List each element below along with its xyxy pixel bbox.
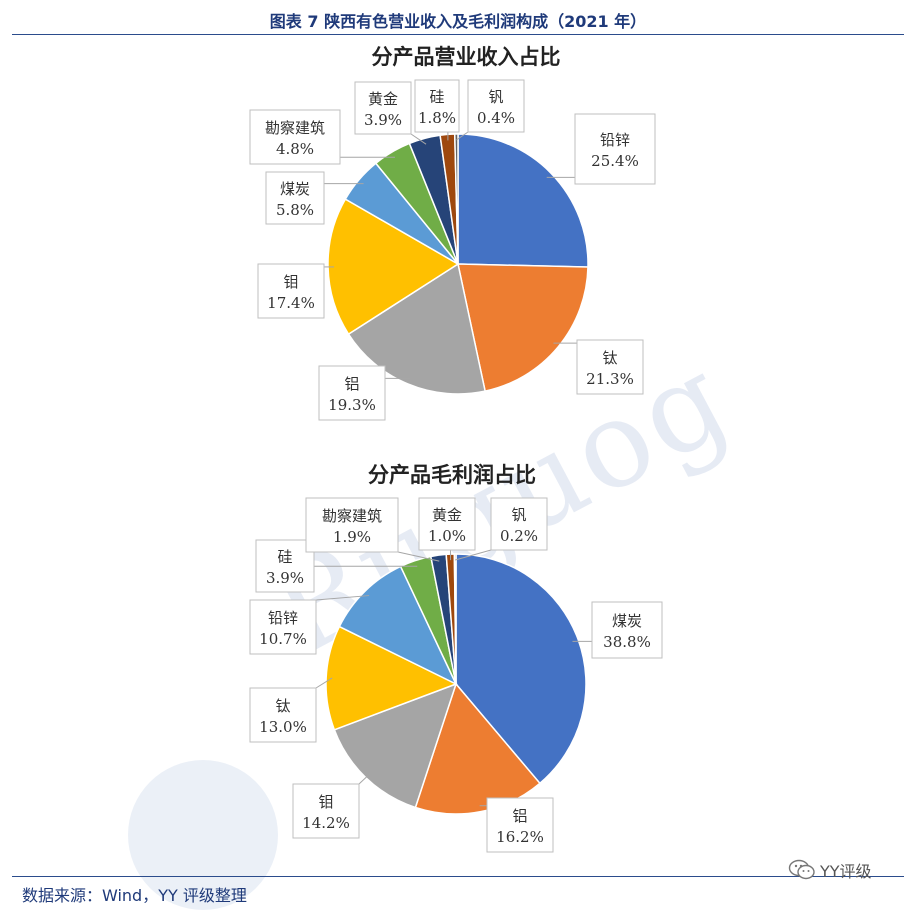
data-label-value: 19.3% bbox=[328, 396, 376, 414]
leader-line bbox=[456, 131, 469, 141]
data-label-value: 14.2% bbox=[302, 814, 350, 832]
data-label-category: 煤炭 bbox=[612, 612, 642, 630]
data-label-value: 3.9% bbox=[364, 111, 402, 129]
leader-line bbox=[315, 595, 370, 601]
data-label-value: 1.8% bbox=[418, 109, 456, 127]
data-label-value: 13.0% bbox=[259, 718, 307, 736]
data-label-category: 硅 bbox=[429, 88, 444, 106]
top-rule bbox=[12, 34, 904, 35]
data-label-box bbox=[265, 171, 325, 225]
wechat-icon bbox=[788, 859, 815, 880]
bottom-rule bbox=[12, 876, 904, 877]
data-label-box bbox=[414, 79, 460, 133]
data-label-category: 钼 bbox=[283, 273, 298, 291]
data-label-value: 38.8% bbox=[603, 633, 651, 651]
leader-line bbox=[315, 677, 333, 689]
data-label-box bbox=[249, 109, 341, 165]
pie-slice-铅锌 bbox=[457, 133, 589, 268]
data-label-box bbox=[486, 797, 554, 853]
data-label-category: 钛 bbox=[275, 697, 290, 715]
data-label-value: 4.8% bbox=[276, 140, 314, 158]
data-label-value: 5.8% bbox=[276, 201, 314, 219]
data-label-value: 17.4% bbox=[267, 294, 315, 312]
watermark-avatar-icon bbox=[128, 760, 278, 910]
data-label-box bbox=[257, 263, 325, 319]
data-label-category: 勘察建筑 bbox=[322, 507, 382, 525]
revenue-chart-title: 分产品营业收入占比 bbox=[372, 44, 561, 69]
pie-slice-铝 bbox=[347, 262, 487, 395]
data-label-category: 钒 bbox=[511, 506, 526, 524]
data-label-category: 勘察建筑 bbox=[265, 119, 325, 137]
data-label-category: 黄金 bbox=[368, 90, 398, 108]
data-label-value: 1.0% bbox=[428, 527, 466, 545]
data-label-category: 硅 bbox=[277, 548, 292, 566]
data-label-box bbox=[354, 81, 412, 135]
data-label-value: 10.7% bbox=[259, 630, 307, 648]
data-label-box bbox=[576, 339, 644, 395]
data-label-box bbox=[255, 539, 315, 593]
data-label-box bbox=[249, 687, 317, 743]
pie-slice-铝 bbox=[414, 682, 541, 815]
pie-slice-煤炭 bbox=[455, 553, 587, 785]
leader-line bbox=[358, 773, 371, 785]
data-label-category: 黄金 bbox=[432, 506, 462, 524]
data-label-category: 铝 bbox=[344, 375, 359, 393]
source-note: 数据来源：Wind，YY 评级整理 bbox=[22, 886, 247, 905]
leader-line bbox=[410, 133, 427, 145]
data-label-category: 钛 bbox=[602, 349, 617, 367]
wechat-account-name: YY评级 bbox=[820, 862, 872, 881]
data-label-category: 铅锌 bbox=[600, 131, 630, 149]
data-label-box bbox=[591, 601, 663, 659]
revenue-pie-chart: 分产品营业收入占比 铅锌 25.4% 钛 21.3% 铝 19.3% 钼 17.4% 煤炭 5.8… bbox=[249, 44, 656, 421]
data-label-value: 0.2% bbox=[500, 527, 538, 545]
data-label-box bbox=[292, 783, 360, 839]
data-label-box bbox=[305, 497, 399, 553]
data-label-box bbox=[490, 497, 548, 551]
pie-slice-钒 bbox=[453, 553, 457, 685]
data-label-category: 钼 bbox=[318, 793, 333, 811]
data-label-box bbox=[318, 365, 386, 421]
data-label-box bbox=[574, 113, 656, 185]
data-label-box bbox=[418, 497, 476, 551]
wechat-watermark: YY评级 bbox=[788, 858, 872, 882]
data-label-box bbox=[249, 599, 317, 655]
profit-pie-chart: 分产品毛利润占比 煤炭 38.8% 铝 16.2% 钼 14.2% 钛 13.0% 铅锌 10.7… bbox=[249, 462, 663, 853]
data-label-value: 3.9% bbox=[266, 569, 304, 587]
pie-slice-钛 bbox=[457, 263, 589, 393]
data-label-category: 铅锌 bbox=[268, 609, 298, 627]
data-label-value: 21.3% bbox=[586, 370, 634, 388]
pie-slice-钛 bbox=[325, 625, 458, 731]
data-label-value: 25.4% bbox=[591, 152, 639, 170]
data-label-box bbox=[467, 79, 525, 133]
data-label-value: 1.9% bbox=[333, 528, 371, 546]
pie-slice-钒 bbox=[453, 133, 459, 265]
leader-line bbox=[455, 549, 492, 561]
leader-line bbox=[397, 551, 440, 562]
data-label-category: 煤炭 bbox=[280, 180, 310, 198]
figure-title: 图表 7 陕西有色营业收入及毛利润构成（2021 年） bbox=[269, 12, 647, 31]
data-label-category: 铝 bbox=[512, 807, 527, 825]
data-label-value: 0.4% bbox=[477, 109, 515, 127]
data-label-value: 16.2% bbox=[496, 828, 544, 846]
data-label-category: 钒 bbox=[488, 88, 503, 106]
profit-chart-title: 分产品毛利润占比 bbox=[368, 462, 536, 487]
